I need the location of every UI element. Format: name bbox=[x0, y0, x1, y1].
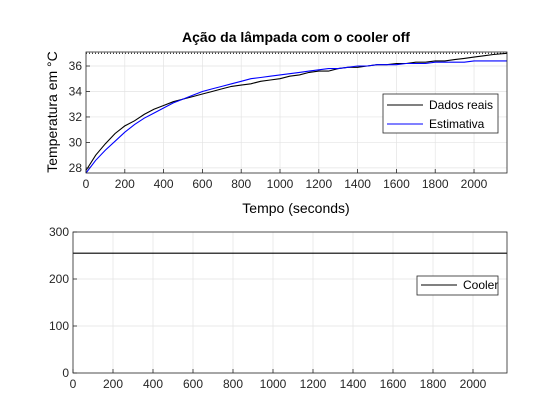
bottom-x-tick-label: 400 bbox=[143, 377, 163, 391]
top-plot: 0 200 400 600 800 1000 1200 1400 1600 1800 2000 28… bbox=[44, 29, 508, 216]
top-x-tick-label: 1000 bbox=[267, 177, 294, 191]
top-plot-legend: Dados reais Estimativa bbox=[382, 93, 499, 134]
bottom-plot-box bbox=[72, 231, 508, 374]
bottom-plot-x-ticks: 0 200 400 600 800 1000 1200 1400 1600 1800 2000 bbox=[70, 369, 487, 391]
top-plot-x-ticks: 0 200 400 600 800 1000 1200 1400 1600 1800 2000 bbox=[83, 169, 488, 191]
top-plot-x-label: Tempo (seconds) bbox=[242, 200, 349, 216]
bottom-plot: 0 200 400 600 800 1000 1200 1400 1600 1800 2000 0 1… bbox=[49, 225, 508, 391]
top-y-tick-label: 34 bbox=[69, 84, 83, 98]
bottom-y-tick-label: 0 bbox=[62, 366, 69, 380]
top-x-tick-label: 2000 bbox=[461, 177, 488, 191]
top-plot-title: Ação da lâmpada com o cooler off bbox=[182, 29, 410, 45]
series-line-estimativa bbox=[85, 60, 507, 174]
bottom-x-tick-label: 1800 bbox=[420, 377, 447, 391]
legend-label-estimativa: Estimativa bbox=[429, 117, 485, 131]
top-x-tick-label: 800 bbox=[231, 177, 251, 191]
bottom-y-tick-label: 200 bbox=[49, 272, 69, 286]
bottom-x-tick-label: 200 bbox=[103, 377, 123, 391]
top-y-tick-label: 28 bbox=[69, 161, 83, 175]
legend-label-dados-reais: Dados reais bbox=[429, 98, 493, 112]
top-x-tick-label: 200 bbox=[115, 177, 135, 191]
bottom-plot-area bbox=[73, 232, 507, 373]
bottom-x-tick-label: 2000 bbox=[460, 377, 487, 391]
top-y-tick-label: 30 bbox=[69, 135, 83, 149]
top-y-tick-label: 36 bbox=[69, 59, 83, 73]
top-x-tick-label: 1200 bbox=[305, 177, 332, 191]
top-plot-grid bbox=[85, 52, 507, 173]
top-legend-box bbox=[382, 93, 499, 134]
bottom-y-tick-label: 300 bbox=[49, 225, 69, 239]
bottom-x-tick-label: 800 bbox=[223, 377, 243, 391]
bottom-y-tick-label: 100 bbox=[49, 319, 69, 333]
bottom-x-tick-label: 1400 bbox=[340, 377, 367, 391]
legend-label-cooler: Cooler bbox=[463, 278, 498, 292]
bottom-plot-legend: Cooler bbox=[416, 275, 499, 296]
bottom-x-tick-label: 600 bbox=[183, 377, 203, 391]
bottom-x-tick-label: 1600 bbox=[380, 377, 407, 391]
top-x-tick-label: 1400 bbox=[344, 177, 371, 191]
bottom-legend-box bbox=[416, 275, 499, 296]
bottom-x-tick-label: 0 bbox=[70, 377, 77, 391]
bottom-plot-y-ticks: 0 100 200 300 bbox=[49, 225, 77, 380]
top-x-tick-label: 1600 bbox=[383, 177, 410, 191]
bottom-x-tick-label: 1200 bbox=[300, 377, 327, 391]
top-x-tick-label: 1800 bbox=[422, 177, 449, 191]
top-plot-y-ticks: 28 30 32 34 36 bbox=[69, 59, 90, 175]
series-line-dados-reais bbox=[85, 52, 508, 171]
top-x-tick-label: 0 bbox=[83, 177, 90, 191]
top-plot-box bbox=[85, 51, 508, 174]
top-plot-series bbox=[85, 52, 508, 174]
bottom-x-tick-label: 1000 bbox=[260, 377, 287, 391]
top-plot-y-label: Temperatura em °C bbox=[44, 51, 60, 173]
top-y-tick-label: 32 bbox=[69, 110, 83, 124]
top-x-tick-label: 600 bbox=[192, 177, 212, 191]
top-x-tick-label: 400 bbox=[154, 177, 174, 191]
